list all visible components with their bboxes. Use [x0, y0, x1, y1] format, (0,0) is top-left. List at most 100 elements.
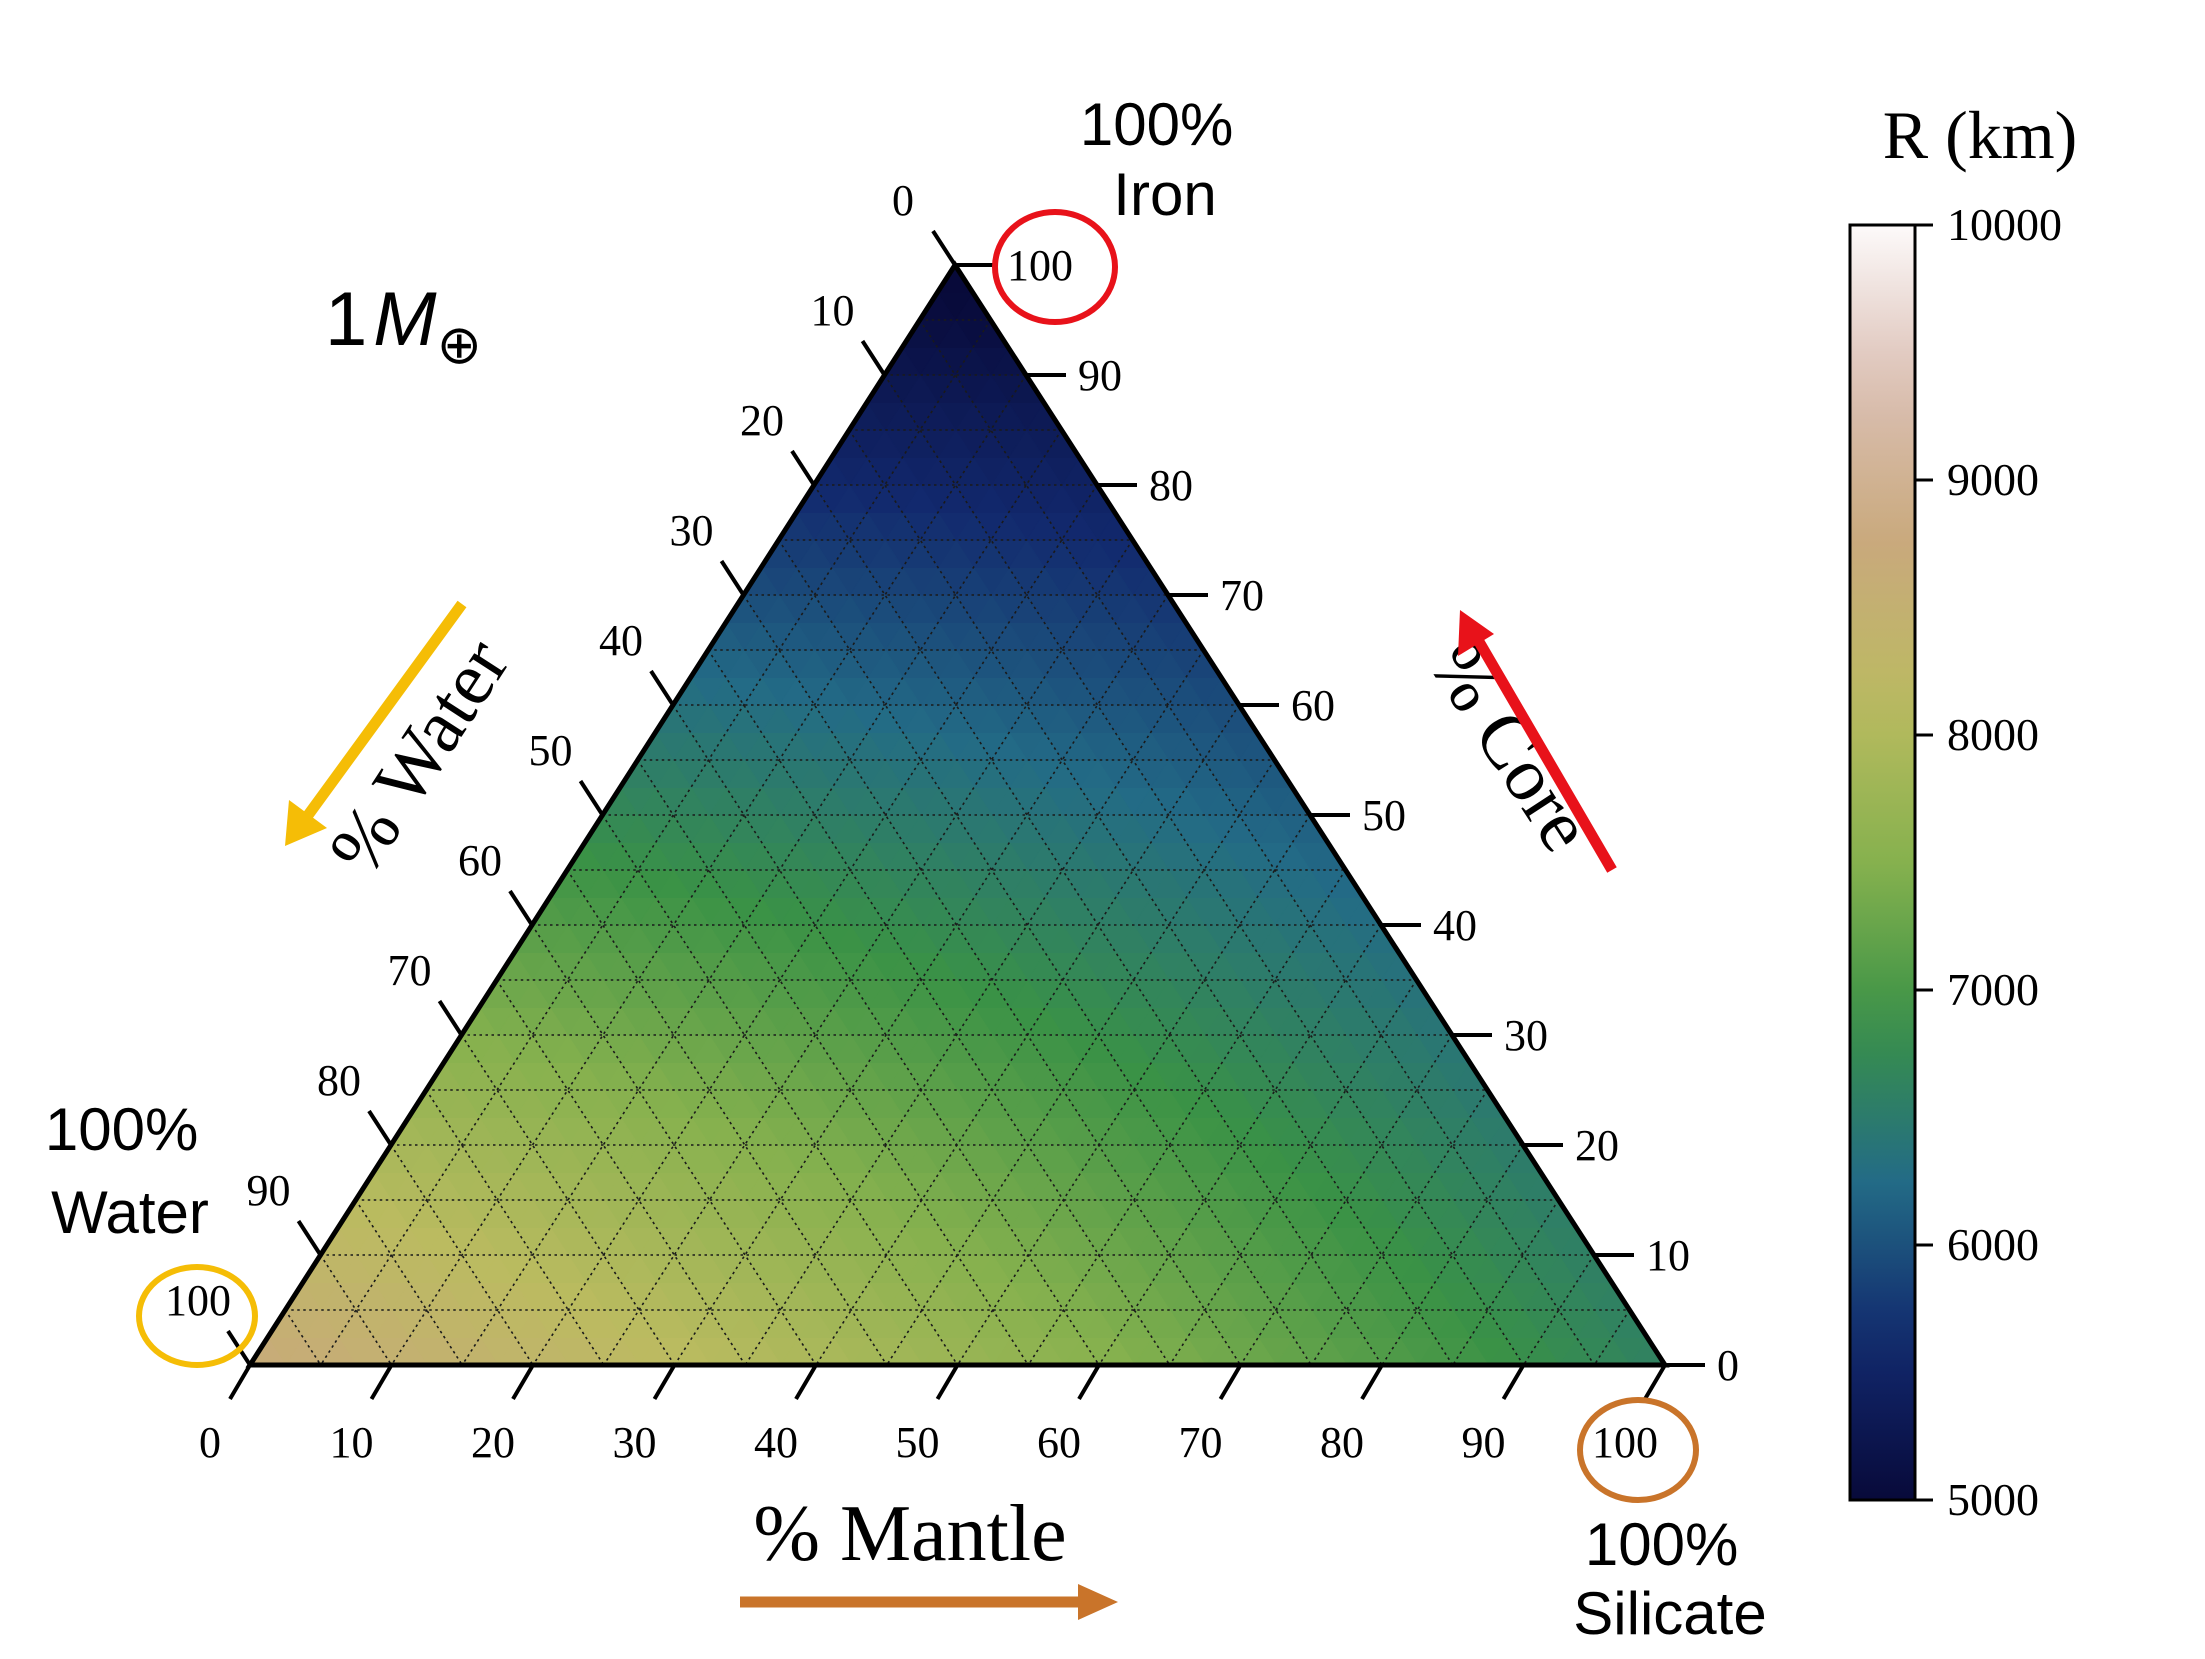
mantle-tick [228, 1363, 252, 1401]
grid-line-mantle [461, 429, 1063, 1365]
mantle-tick-label: 40 [754, 1418, 798, 1467]
water-tick [860, 339, 887, 377]
grid-line-water [601, 814, 959, 1365]
colorbar-fill [1848, 223, 1917, 1502]
mantle-axis-title: % Mantle [753, 1490, 1066, 1578]
mantle-direction-arrow [740, 1584, 1118, 1620]
water-tick-label: 70 [388, 946, 432, 995]
mass-subscript: ⊕ [437, 315, 482, 375]
mantle-tick-label: 100 [1592, 1418, 1658, 1467]
grid-line-mantle [1381, 1144, 1524, 1365]
grid-line-water [637, 759, 1029, 1365]
core-tick-label: 20 [1575, 1121, 1619, 1170]
core-tick-label: 90 [1078, 351, 1122, 400]
water-tick-label: 50 [529, 726, 573, 775]
core-tick-label: 0 [1717, 1341, 1739, 1390]
colorbar-tick-label: 5000 [1947, 1474, 2039, 1525]
core-tick-label: 60 [1291, 681, 1335, 730]
core-tick-label: 100 [1007, 241, 1073, 290]
grid-line-mantle [956, 814, 1311, 1365]
water-tick [367, 1109, 393, 1147]
mantle-tick [652, 1363, 677, 1401]
grid-line-water [425, 1089, 605, 1365]
grid-line-water [319, 1254, 393, 1365]
grid-line-mantle [1452, 1199, 1560, 1365]
water-tick [719, 559, 746, 597]
mass-prefix: 1 [325, 277, 367, 362]
grid-line-mantle [1310, 1089, 1489, 1365]
water-tick-label: 10 [811, 286, 855, 335]
mantle-tick-label: 0 [199, 1418, 221, 1467]
grid-line-water [707, 649, 1171, 1365]
mantle-tick [1077, 1363, 1101, 1401]
water-tick-label: 100 [165, 1276, 231, 1325]
core-tick-label: 40 [1433, 901, 1477, 950]
water-direction-arrow [285, 600, 467, 846]
grid-line-water [355, 1199, 463, 1365]
grid-line-water [496, 979, 746, 1365]
silicate-vertex-label: 100% Silicate [1573, 1511, 1766, 1647]
water-tick-label: 60 [458, 836, 502, 885]
colorbar-ticks: 5000 6000 7000 8000 9000 10000 [1915, 199, 2062, 1525]
grid-line-mantle [673, 594, 1169, 1365]
mantle-tick [935, 1363, 960, 1401]
silicate-highlight-circle [1577, 1397, 1699, 1503]
grid-line-water [284, 1309, 322, 1365]
grid-line-water [778, 539, 1312, 1365]
colorbar-tick-label: 10000 [1947, 199, 2062, 250]
mass-symbol: M [373, 277, 437, 362]
grid-line-mantle [603, 539, 1134, 1365]
water-highlight-circle [136, 1264, 258, 1368]
grid-line-water [566, 869, 888, 1365]
core-direction-arrow [1458, 610, 1617, 873]
mantle-tick [1643, 1363, 1667, 1401]
water-tick [296, 1219, 323, 1257]
grid-line-water [390, 1144, 534, 1365]
mantle-tick [1360, 1363, 1384, 1401]
mantle-tick [369, 1363, 394, 1401]
mantle-tick-label: 20 [471, 1418, 515, 1467]
colorbar-title: R (km) [1883, 97, 2078, 173]
core-tick-label: 70 [1220, 571, 1264, 620]
water-tick-label: 20 [740, 396, 784, 445]
mantle-tick-label: 10 [330, 1418, 374, 1467]
water-tick [508, 889, 534, 927]
iron-highlight-circle [992, 209, 1118, 325]
core-tick-label: 50 [1362, 791, 1406, 840]
mantle-tick [1501, 1363, 1526, 1401]
colorbar-tick-label: 7000 [1947, 964, 2039, 1015]
water-tick-label: 0 [892, 176, 914, 225]
water-tick-label: 90 [247, 1166, 291, 1215]
mantle-tick-label: 90 [1462, 1418, 1506, 1467]
mass-label: 1M⊕ [325, 277, 482, 375]
water-tick [437, 999, 464, 1037]
radius-heatmap [250, 265, 1665, 1365]
water-tick [578, 779, 605, 817]
iron-vertex-label: 100% Iron [1080, 91, 1250, 228]
grid-line-mantle [1522, 1254, 1595, 1365]
grid-line-mantle [815, 704, 1240, 1365]
grid-line-mantle [390, 374, 1027, 1365]
colorbar-tick-label: 6000 [1947, 1219, 2039, 1270]
core-tick-label: 80 [1149, 461, 1193, 510]
mantle-tick [1218, 1363, 1243, 1401]
grid-line-mantle [320, 319, 992, 1365]
mantle-tick-label: 80 [1320, 1418, 1364, 1467]
grid-line-mantle [1027, 869, 1347, 1365]
mantle-tick-label: 50 [896, 1418, 940, 1467]
water-vertex-label: 100% Water [45, 1096, 215, 1246]
water-tick [790, 449, 816, 487]
mantle-tick-label: 70 [1179, 1418, 1223, 1467]
water-tick-label: 30 [670, 506, 714, 555]
mantle-tick [794, 1363, 818, 1401]
colorbar-tick-label: 8000 [1947, 709, 2039, 760]
mantle-tick-label: 30 [613, 1418, 657, 1467]
ternary-grid [284, 319, 1631, 1365]
colorbar-tick-label: 9000 [1947, 454, 2039, 505]
mantle-tick-label: 60 [1037, 1418, 1081, 1467]
water-tick [649, 669, 675, 707]
water-tick-label: 40 [599, 616, 643, 665]
grid-line-mantle [1169, 979, 1418, 1365]
axis-ticks: 0102030405060708090100010203040506070809… [165, 176, 1739, 1467]
